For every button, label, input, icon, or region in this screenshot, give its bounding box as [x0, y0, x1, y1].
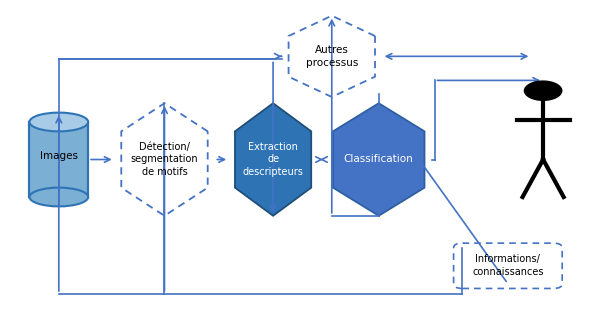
Bar: [29, 122, 88, 197]
Text: Extraction
de
descripteurs: Extraction de descripteurs: [243, 142, 304, 177]
Text: Images: Images: [40, 152, 78, 161]
Polygon shape: [121, 103, 208, 216]
Ellipse shape: [29, 188, 88, 206]
Circle shape: [524, 80, 562, 101]
Text: Autres
processus: Autres processus: [305, 45, 358, 68]
FancyBboxPatch shape: [453, 243, 562, 288]
Polygon shape: [289, 16, 375, 97]
Polygon shape: [333, 103, 425, 216]
Ellipse shape: [29, 113, 88, 131]
Polygon shape: [235, 103, 311, 216]
Bar: [29, 122, 88, 197]
Text: Détection/
segmentation
de motifs: Détection/ segmentation de motifs: [131, 142, 198, 177]
Text: Classification: Classification: [344, 154, 414, 165]
Text: Informations/
connaissances: Informations/ connaissances: [472, 254, 544, 277]
